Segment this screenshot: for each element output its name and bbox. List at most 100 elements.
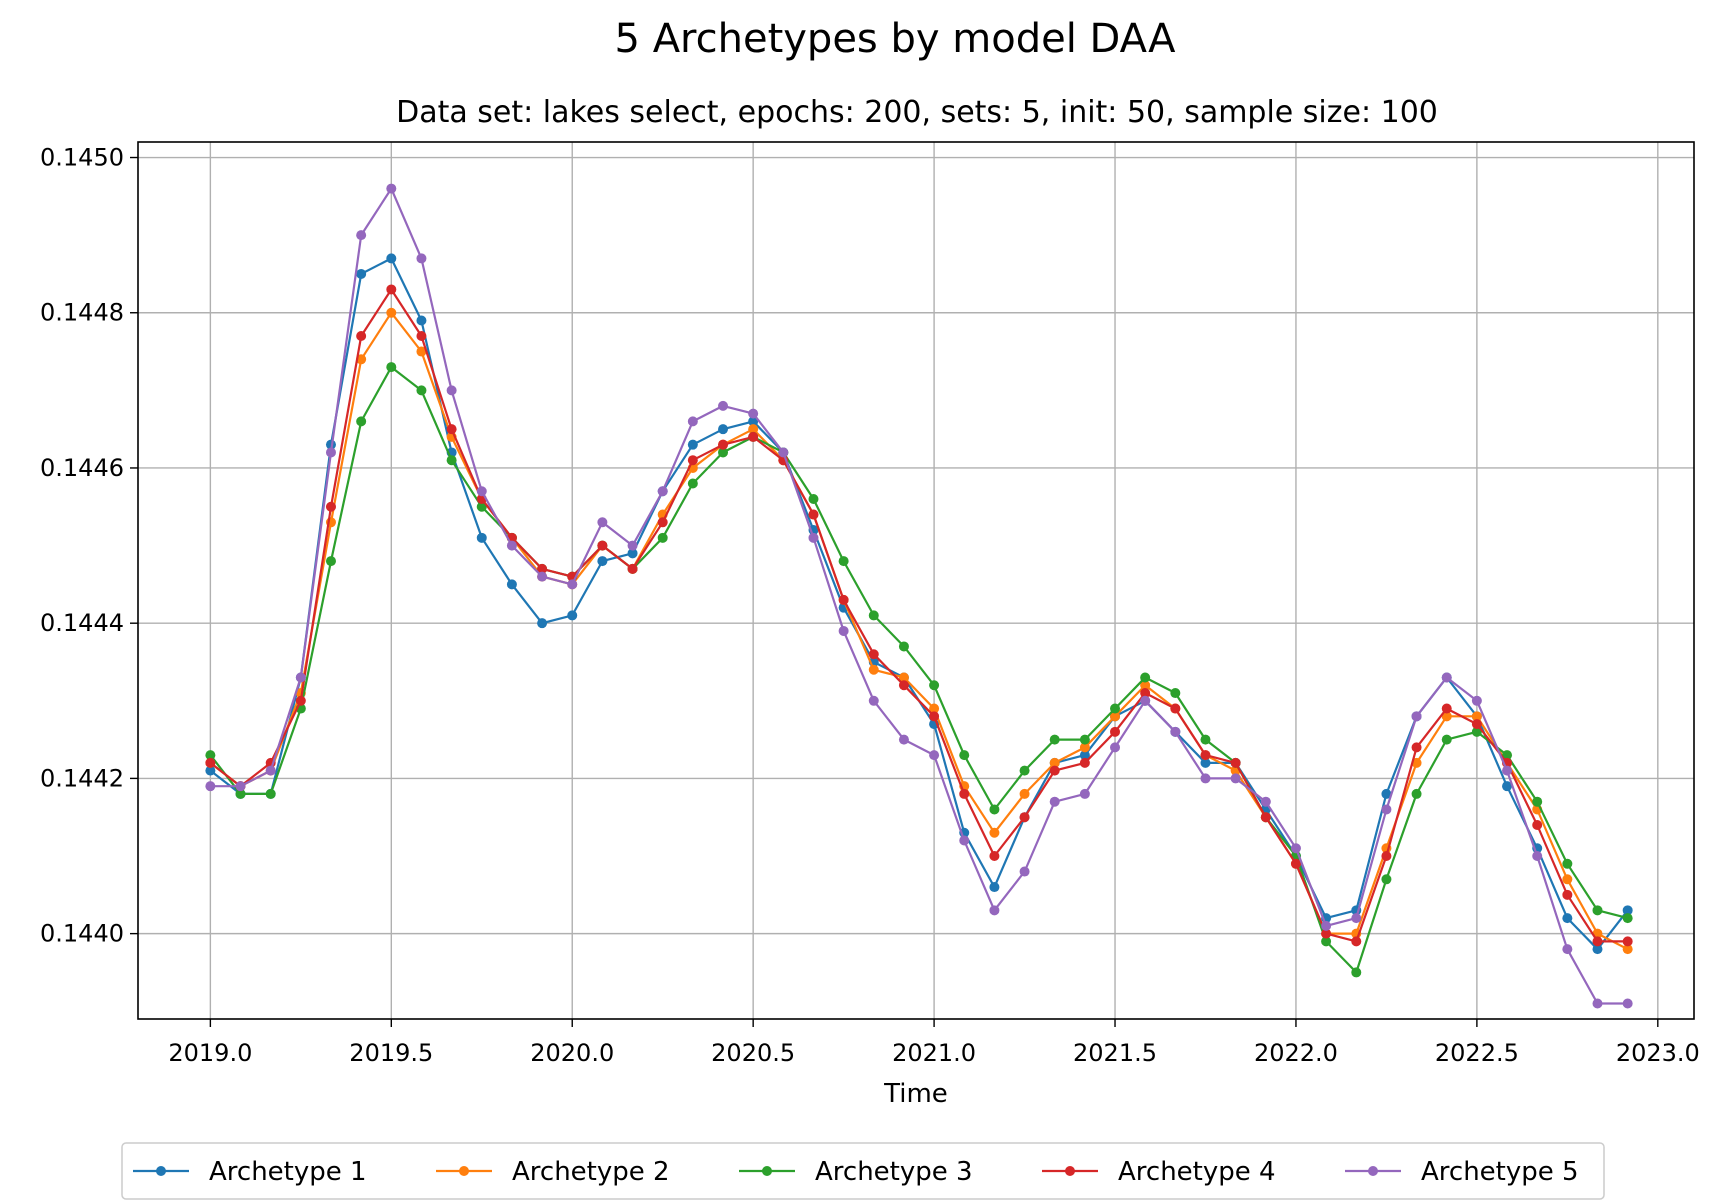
data-point xyxy=(416,253,427,264)
data-point xyxy=(1502,765,1513,776)
series-archetype-1 xyxy=(205,253,1633,955)
data-point xyxy=(1140,688,1151,699)
grid-lines xyxy=(138,142,1694,1019)
legend-item: Archetype 5 xyxy=(1345,1157,1579,1187)
data-point xyxy=(1471,726,1482,737)
legend-marker xyxy=(459,1166,469,1176)
data-point xyxy=(748,431,759,442)
data-point xyxy=(1019,866,1030,877)
data-point xyxy=(1441,734,1452,745)
data-point xyxy=(748,424,759,435)
data-point xyxy=(1260,812,1271,823)
legend-label: Archetype 5 xyxy=(1421,1157,1579,1187)
data-point xyxy=(597,517,608,528)
data-point xyxy=(1290,843,1301,854)
data-point xyxy=(1381,804,1392,815)
data-point xyxy=(989,851,1000,862)
data-point xyxy=(868,649,879,660)
data-point xyxy=(1321,928,1332,939)
data-point xyxy=(1140,672,1151,683)
data-point xyxy=(1230,757,1241,768)
data-point xyxy=(838,594,849,605)
data-point xyxy=(1110,703,1121,714)
data-point xyxy=(205,750,216,761)
legend-label: Archetype 2 xyxy=(512,1157,670,1187)
data-point xyxy=(868,664,879,675)
data-point xyxy=(235,781,246,792)
data-point xyxy=(1592,936,1603,947)
series-archetype-4 xyxy=(205,284,1633,947)
data-point xyxy=(295,695,306,706)
data-point xyxy=(1200,757,1211,768)
data-point xyxy=(1079,788,1090,799)
data-point xyxy=(1622,913,1633,924)
data-point xyxy=(989,804,1000,815)
data-point xyxy=(687,455,698,466)
series-group xyxy=(205,183,1633,1009)
x-tick-label: 2019.5 xyxy=(349,1039,433,1067)
legend-item: Archetype 4 xyxy=(1042,1157,1276,1187)
data-point xyxy=(416,315,427,326)
data-point xyxy=(1471,711,1482,722)
data-point xyxy=(265,765,276,776)
data-point xyxy=(959,750,970,761)
data-point xyxy=(1351,936,1362,947)
y-tick-label: 0.1450 xyxy=(40,144,124,172)
data-point xyxy=(386,307,397,318)
data-point xyxy=(1351,967,1362,978)
data-point xyxy=(1381,851,1392,862)
y-tick-label: 0.1444 xyxy=(40,609,124,637)
data-point xyxy=(1471,695,1482,706)
data-point xyxy=(325,501,336,512)
data-point xyxy=(1110,726,1121,737)
data-point xyxy=(1321,920,1332,931)
data-point xyxy=(476,532,487,543)
data-point xyxy=(1079,734,1090,745)
x-tick-label: 2020.5 xyxy=(711,1039,795,1067)
y-tick-label: 0.1446 xyxy=(40,454,124,482)
data-point xyxy=(1471,719,1482,730)
y-tick-label: 0.1442 xyxy=(40,764,124,792)
data-point xyxy=(1381,874,1392,885)
legend: Archetype 1 Archetype 2 Archetype 3 Archety… xyxy=(121,1142,1605,1200)
data-point xyxy=(929,680,940,691)
chart-subtitle: Data set: lakes select, epochs: 200, set… xyxy=(396,95,1438,130)
data-point xyxy=(1622,905,1633,916)
data-point xyxy=(1562,889,1573,900)
data-point xyxy=(476,501,487,512)
data-point xyxy=(1562,944,1573,955)
data-point xyxy=(718,447,729,458)
data-point xyxy=(446,385,457,396)
data-point xyxy=(537,571,548,582)
data-point xyxy=(657,532,668,543)
data-point xyxy=(1049,734,1060,745)
data-point xyxy=(1622,998,1633,1009)
series-archetype-2 xyxy=(205,307,1633,955)
data-point xyxy=(898,641,909,652)
data-point xyxy=(898,734,909,745)
series-line xyxy=(209,311,1629,951)
data-point xyxy=(929,750,940,761)
data-point xyxy=(1049,757,1060,768)
data-point xyxy=(1170,688,1181,699)
data-point xyxy=(748,408,759,419)
data-point xyxy=(687,478,698,489)
series-line xyxy=(209,288,1628,943)
data-point xyxy=(1049,765,1060,776)
data-point xyxy=(1592,905,1603,916)
y-axis: 0.1440 0.1442 0.1444 0.1446 0.1448 0.1450 xyxy=(40,144,138,948)
data-point xyxy=(1140,695,1151,706)
data-point xyxy=(1290,858,1301,869)
data-point xyxy=(808,532,819,543)
data-point xyxy=(205,781,216,792)
data-point xyxy=(1441,672,1452,683)
data-point xyxy=(567,610,578,621)
data-point xyxy=(205,765,216,776)
data-point xyxy=(1170,703,1181,714)
data-point xyxy=(898,672,909,683)
data-point xyxy=(838,625,849,636)
data-point xyxy=(687,416,698,427)
data-point xyxy=(356,416,367,427)
data-point xyxy=(416,346,427,357)
legend-marker xyxy=(1368,1166,1378,1176)
